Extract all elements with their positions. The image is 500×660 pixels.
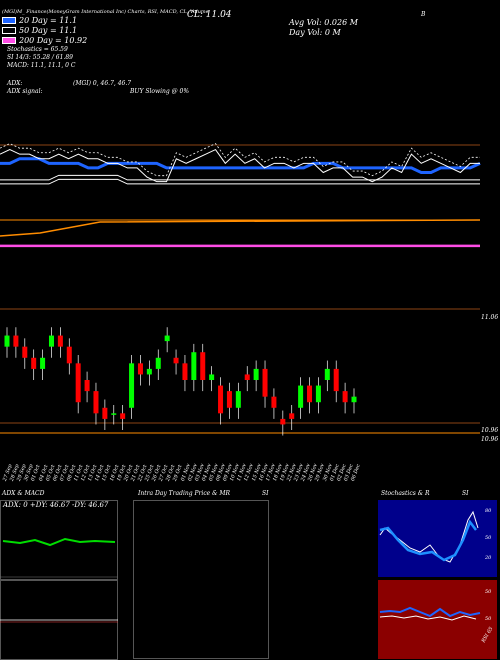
candle-body [48, 335, 54, 347]
macd-value: MACD: 11.1, 11.1, 0 C [7, 62, 76, 69]
avg-volume: Avg Vol: 0.026 M [289, 18, 358, 27]
adx-panel-values: ADX: 0 +DY: 46.67 -DY: 46.67 [3, 501, 109, 509]
stochastics-panel-title: Stochastics & R [381, 490, 430, 497]
ma50-label: 50 Day = 11.1 [19, 26, 78, 35]
candle-body [155, 357, 161, 369]
candle-body [262, 368, 268, 397]
price-label-bottom: 10.96 [481, 436, 499, 443]
adx-panel [0, 500, 118, 580]
candle-body [93, 391, 99, 414]
ma20-swatch [2, 17, 16, 24]
candle-body [84, 380, 90, 392]
ma50-swatch [2, 27, 16, 34]
si-value: SI 14/3: 55.28 / 61.89 [7, 54, 73, 61]
candle-body [57, 335, 63, 347]
candle-body [13, 335, 19, 347]
candle-body [209, 374, 215, 380]
adx-signal-label: ADX signal: [7, 88, 43, 95]
candle-body [351, 396, 357, 403]
ma200-label: 200 Day = 10.92 [19, 36, 88, 45]
candle-body [298, 385, 304, 408]
day-volume: Day Vol: 0 M [289, 28, 341, 37]
adx-values: (MGI) 0, 46.7, 46.7 [73, 80, 132, 87]
stoch-d-line [379, 519, 477, 562]
adx-green-line [2, 537, 116, 547]
candle-body [111, 413, 117, 415]
ma200-swatch [2, 37, 16, 44]
stoch-tick-20: 20 [485, 555, 492, 561]
ma50-line [0, 174, 480, 181]
close-dotted-line [0, 143, 480, 177]
price-label-top: 11.06 [481, 314, 499, 321]
candle-body [200, 352, 206, 380]
candle-body [66, 346, 72, 364]
candle-body [146, 368, 152, 375]
candle-body [191, 352, 197, 380]
candle-body [324, 368, 330, 380]
buy-slowing: BUY Slowing @ 0% [130, 88, 190, 95]
candle-body [226, 391, 232, 408]
candle-body [22, 346, 28, 358]
stochastics-value: Stochastics = 65.59 [7, 46, 68, 53]
candle-body [342, 391, 348, 403]
orange-trend-line [0, 219, 481, 237]
candle-body [129, 363, 135, 408]
rsi-tick-upper: 50 [485, 589, 492, 595]
chart-topline: (MGI)M_ Finance(MoneyGram International … [2, 9, 209, 15]
intraday-panel [133, 500, 269, 659]
close-price: CL: 11.04 [187, 10, 232, 20]
close-line [0, 148, 480, 183]
candle-body [235, 391, 241, 408]
rsi-white-line [379, 615, 477, 621]
stoch-tick-80: 80 [485, 508, 492, 514]
candle-body [333, 368, 339, 392]
candle-body [244, 374, 250, 380]
rsi-blue-line [379, 606, 481, 618]
stochastics-si: SI [462, 490, 469, 497]
ma50-band-line [0, 178, 480, 185]
candle-body [315, 385, 321, 403]
candle-body [253, 368, 259, 380]
intraday-si: SI [262, 490, 269, 497]
intraday-panel-title: Intra Day Trading Price & MR [138, 490, 231, 497]
candle-body [182, 363, 188, 380]
candle-body [102, 407, 108, 419]
candle-body [40, 357, 46, 369]
candle-body [173, 357, 179, 364]
candle-body [31, 357, 37, 369]
price-label-mid: 10.96 [481, 427, 499, 434]
adx-panel-title: ADX & MACD [2, 490, 45, 497]
candle-body [120, 413, 126, 419]
candle-body [218, 385, 224, 414]
candle-body [271, 396, 277, 408]
candle-body [164, 335, 170, 342]
candle-body [289, 413, 295, 419]
candle-body [4, 335, 10, 347]
rsi-panel [378, 580, 497, 659]
rsi-tick-lower: 50 [485, 616, 492, 622]
ma20-label: 20 Day = 11.1 [19, 16, 78, 25]
candle-body [280, 418, 286, 425]
ma20-line [0, 157, 481, 174]
adx-label: ADX: [7, 80, 23, 87]
candle-body [137, 363, 143, 375]
buy-label: B [421, 11, 426, 18]
candle-body [307, 385, 313, 403]
candle-body [75, 363, 81, 403]
stoch-tick-50: 50 [485, 535, 492, 541]
